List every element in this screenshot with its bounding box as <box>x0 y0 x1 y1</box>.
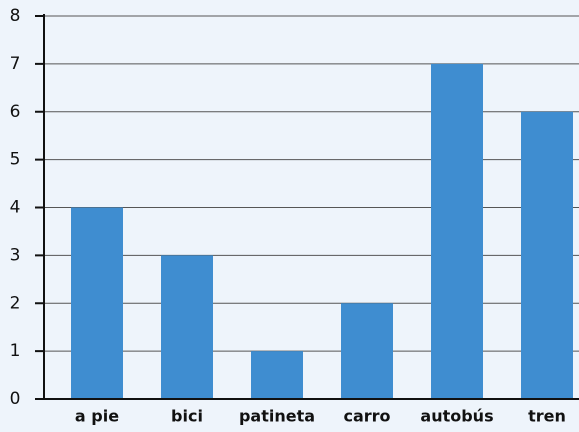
y-tick-label: 7 <box>10 54 21 74</box>
bar <box>521 111 573 399</box>
y-tick-label: 3 <box>10 245 21 265</box>
bar <box>431 63 483 399</box>
y-tick-label: 8 <box>10 6 21 26</box>
x-tick-label: tren <box>528 407 566 426</box>
x-tick-label: carro <box>343 407 390 426</box>
y-tick-label: 6 <box>10 102 21 122</box>
y-tick-label: 0 <box>10 389 21 409</box>
x-tick-label: autobús <box>420 407 493 426</box>
bar <box>71 207 123 399</box>
bar <box>251 351 303 399</box>
x-tick-label: patineta <box>239 407 315 426</box>
bar <box>161 255 213 399</box>
y-tick-label: 4 <box>10 198 21 218</box>
x-tick-label: a pie <box>75 407 119 426</box>
y-tick-label: 2 <box>10 293 21 313</box>
bar <box>341 303 393 399</box>
y-tick-label: 1 <box>10 341 21 361</box>
y-tick-label: 5 <box>10 150 21 170</box>
x-tick-label: bici <box>171 407 203 426</box>
